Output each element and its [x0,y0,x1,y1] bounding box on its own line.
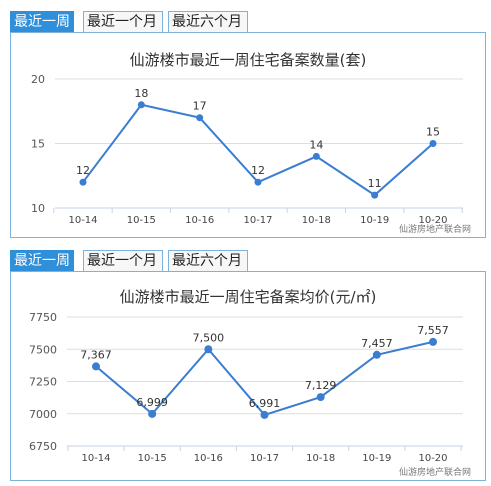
data-label: 11 [368,177,382,190]
data-label: 7,129 [305,379,337,392]
data-point [137,101,145,109]
x-tick-label: 10-14 [68,215,97,226]
data-label: 6,999 [136,396,168,409]
tab-last-six-months[interactable]: 最近六个月 [168,11,248,32]
data-label: 7,500 [193,331,225,344]
data-point [429,140,437,147]
y-tick-label: 7750 [29,311,57,324]
data-label: 7,457 [361,337,393,350]
x-tick-label: 10-18 [302,215,331,226]
data-point [372,350,381,359]
y-tick-label: 10 [31,202,45,215]
x-tick-label: 10-19 [360,215,389,226]
x-tick-label: 10-17 [243,215,272,226]
tab-last-month[interactable]: 最近一个月 [83,250,163,271]
watermark: 仙游房地产联合网 [398,468,471,478]
count-chart-panel: 仙游楼市最近一周住宅备案数量(套) 10 15 20 10-14 10-15 10-16 1… [10,32,486,238]
x-tick-label: 10-19 [362,453,391,464]
data-point [254,178,262,186]
data-label: 12 [251,164,265,177]
chart-title: 仙游楼市最近一周住宅备案均价(元/㎡) [119,288,377,306]
y-tick-label: 20 [31,73,45,86]
count-line-chart: 10 15 20 10-14 10-15 10-16 10-17 10-18 10-19 10-2… [31,73,463,226]
data-point [316,393,325,402]
data-point [196,114,204,122]
x-tick-label: 10-16 [185,215,214,226]
x-tick-label: 10-20 [418,453,447,464]
price-line-chart: 6750 7000 7250 7500 7750 10-14 10-15 10-16 10-17… [29,311,463,464]
tab-last-week[interactable]: 最近一周 [10,250,74,271]
y-tick-label: 7000 [29,408,57,421]
data-point [312,152,320,160]
data-point [371,191,379,199]
x-tick-label: 10-14 [81,453,110,464]
x-tick-label: 10-15 [127,215,156,226]
data-label: 7,367 [80,348,112,361]
data-point [92,362,100,371]
y-tick-label: 6750 [29,440,57,453]
tab-last-week[interactable]: 最近一周 [10,11,74,32]
x-tick-label: 10-16 [194,453,223,464]
x-tick-label: 10-17 [250,453,279,464]
x-tick-label: 10-20 [418,215,447,226]
x-tick-label: 10-15 [138,453,167,464]
x-tick-label: 10-18 [306,453,335,464]
data-label: 12 [76,164,90,177]
data-label: 6,991 [249,397,281,410]
y-tick-label: 15 [31,138,45,151]
chart-title: 仙游楼市最近一周住宅备案数量(套) [129,51,367,69]
data-point [260,410,269,419]
price-chart-panel: 仙游楼市最近一周住宅备案均价(元/㎡) 6750 7000 7250 7500 7750… [10,271,486,481]
data-label: 7,557 [417,324,449,337]
data-point [204,345,213,354]
tab-last-six-months[interactable]: 最近六个月 [168,250,248,271]
data-label: 14 [309,138,323,151]
data-label: 17 [193,100,207,113]
data-point [79,178,87,186]
data-point [148,409,157,418]
data-label: 15 [426,126,440,139]
data-label: 18 [134,87,148,100]
y-tick-label: 7500 [29,343,57,356]
data-point [429,337,437,346]
watermark: 仙游房地产联合网 [398,225,471,235]
tab-last-month[interactable]: 最近一个月 [83,11,163,32]
y-tick-label: 7250 [29,376,57,389]
